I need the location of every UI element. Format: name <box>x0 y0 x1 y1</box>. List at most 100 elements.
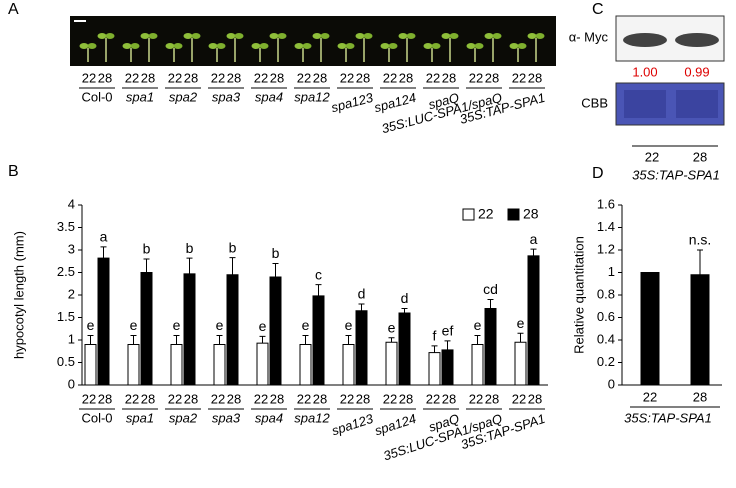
x-tick-label: 28 <box>485 391 499 406</box>
temperature-label: 28 <box>528 70 542 85</box>
legend-label: 28 <box>523 206 539 222</box>
significance-label: e <box>130 317 138 333</box>
genotype-label: 35S:TAP-SPA1 <box>632 167 720 182</box>
blot-band <box>623 33 667 47</box>
error-bar <box>100 246 107 259</box>
legend-label: 22 <box>478 206 494 222</box>
seedling-leaf <box>492 33 502 39</box>
error-bar <box>697 249 703 275</box>
seedling-photo <box>70 16 556 66</box>
quantity-label: 1.00 <box>632 64 657 79</box>
x-tick-label: 22 <box>340 391 354 406</box>
significance-label: d <box>401 290 409 306</box>
bar <box>84 344 97 386</box>
seedling-leaf <box>406 33 416 39</box>
seedling-leaf <box>312 33 322 39</box>
error-bar <box>388 337 395 343</box>
antibody-label: α- Myc <box>569 29 609 44</box>
seedling-leaf <box>208 43 218 49</box>
bar <box>140 272 153 386</box>
bar <box>127 344 140 386</box>
bar <box>213 344 226 386</box>
error-bar <box>487 299 494 309</box>
bar <box>226 274 239 386</box>
seedling-leaf <box>165 43 175 49</box>
x-category-label: spa4 <box>255 410 283 425</box>
bar <box>183 273 196 386</box>
x-tick-label: 28 <box>442 391 456 406</box>
bar <box>527 255 540 386</box>
error-bar <box>272 263 279 277</box>
seedling-leaf <box>484 33 494 39</box>
panel-label: B <box>8 163 19 180</box>
x-tick-label: 22 <box>254 391 268 406</box>
bar <box>690 274 710 386</box>
significance-label: c <box>315 266 322 282</box>
bar <box>484 308 497 386</box>
significance-label: ef <box>442 323 454 339</box>
seedlings <box>79 33 545 62</box>
x-tick-label: 28 <box>270 391 284 406</box>
x-group-label: 35S:TAP-SPA1 <box>624 410 712 425</box>
y-tick-label: 1.5 <box>57 309 75 324</box>
bar <box>312 295 325 386</box>
seedling-leaf <box>277 33 287 39</box>
error-bar <box>143 258 150 273</box>
error-bar <box>216 335 223 345</box>
y-tick-label: 0.4 <box>597 331 615 346</box>
seedling-leaf <box>259 43 269 49</box>
y-tick-label: 0.5 <box>57 354 75 369</box>
genotype-label: spa4 <box>255 89 283 104</box>
cbb-lane <box>676 90 718 118</box>
error-bar <box>302 335 309 345</box>
x-category-label: spa124 <box>373 411 418 438</box>
temperature-label: 22 <box>512 70 526 85</box>
seedling-leaf <box>183 33 193 39</box>
genotype-label: Col-0 <box>81 89 112 104</box>
y-tick-label: 3.5 <box>57 219 75 234</box>
x-category-label: spa2 <box>169 410 198 425</box>
y-tick-label: 3 <box>68 241 75 256</box>
x-tick-label: 22 <box>125 391 139 406</box>
bar <box>97 257 110 386</box>
temperature-label: 22 <box>340 70 354 85</box>
x-tick-label: 22 <box>512 391 526 406</box>
y-tick-label: 1.6 <box>597 196 615 211</box>
y-tick-label: 0 <box>68 376 75 391</box>
significance-label: e <box>216 317 224 333</box>
y-axis-label: hypocotyl length (mm) <box>11 231 26 359</box>
temperature-label: 22 <box>426 70 440 85</box>
bar <box>342 344 355 386</box>
seedling-leaf <box>130 43 140 49</box>
x-category-label: spa3 <box>212 410 241 425</box>
significance-label: d <box>358 286 366 302</box>
y-tick-label: 2 <box>68 286 75 301</box>
significance-label: e <box>388 319 396 335</box>
y-tick-label: 1 <box>608 264 615 279</box>
significance-label: e <box>474 317 482 333</box>
seedling-leaf <box>431 43 441 49</box>
temperature-label: 22 <box>383 70 397 85</box>
y-tick-label: 0.8 <box>597 286 615 301</box>
lane-label: 28 <box>693 149 707 164</box>
y-tick-label: 1.4 <box>597 219 615 234</box>
x-tick-label: 22 <box>643 389 657 404</box>
x-category-label: spa123 <box>330 411 376 439</box>
error-bar <box>444 340 451 350</box>
seedling-leaf <box>148 33 158 39</box>
x-tick-label: 28 <box>356 391 370 406</box>
seedling-leaf <box>226 33 236 39</box>
genotype-label: spa12 <box>294 89 330 104</box>
seedling-leaf <box>441 33 451 39</box>
y-tick-label: 1 <box>68 331 75 346</box>
significance-label: a <box>100 229 108 245</box>
seedling-leaf <box>87 43 97 49</box>
significance-label: b <box>143 241 151 257</box>
legend-swatch <box>507 208 520 221</box>
x-tick-label: 22 <box>211 391 225 406</box>
x-tick-label: 28 <box>399 391 413 406</box>
x-tick-label: 22 <box>297 391 311 406</box>
seedling-leaf <box>517 43 527 49</box>
significance-label: b <box>186 240 194 256</box>
